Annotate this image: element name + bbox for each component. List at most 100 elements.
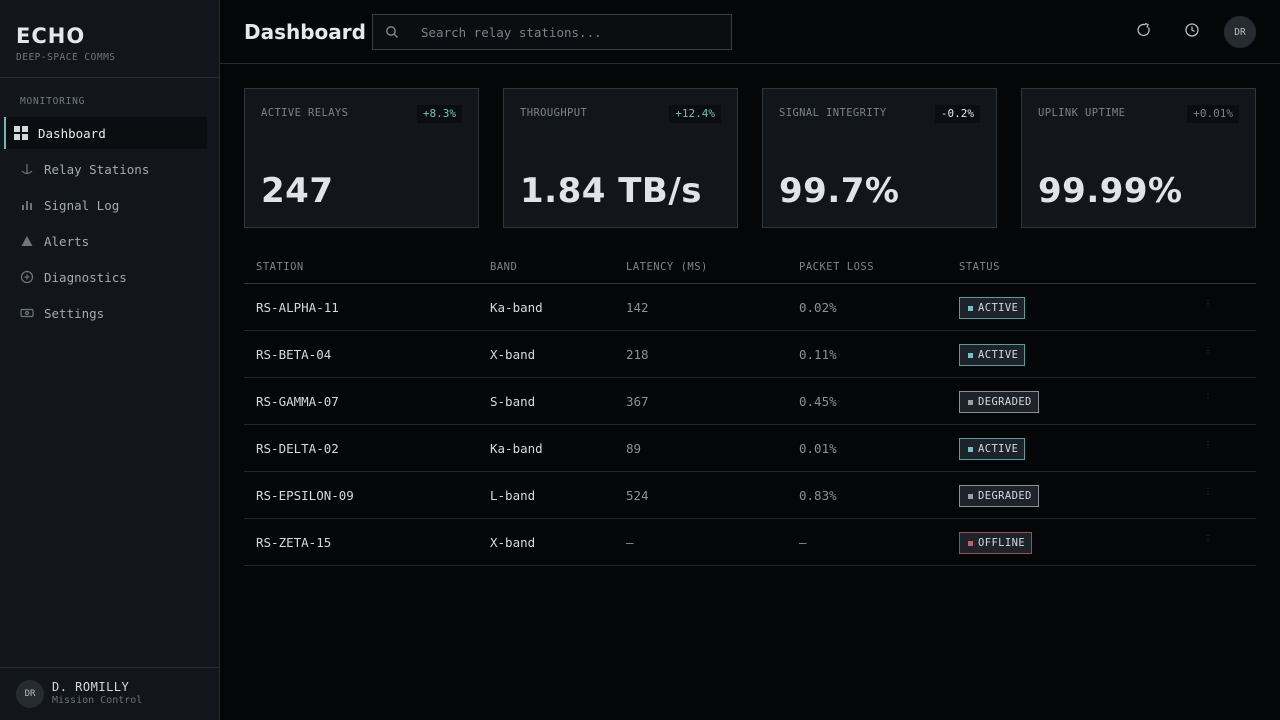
status-dot-icon [968,446,973,452]
user-role: Mission Control [52,695,143,706]
app-logo-title: ECHO [16,24,86,48]
sidebar-item-label: Relay Stations [44,161,150,177]
table-row[interactable]: RS-EPSILON-09 L-band 524 0.83% DEGRADED … [244,472,1256,519]
cell-station: RS-BETA-04 [256,347,332,362]
row-menu-icon[interactable]: ⋮ [1204,440,1212,449]
status-text: ACTIVE [978,302,1019,314]
cell-band: X-band [490,347,536,362]
row-menu-icon[interactable]: ⋮ [1204,393,1212,402]
column-header-packet-loss[interactable]: PACKET LOSS [799,261,875,273]
status-badge: DEGRADED [959,391,1039,413]
app-subtitle: DEEP-SPACE COMMS [16,52,116,63]
cell-station: RS-EPSILON-09 [256,488,354,503]
cell-band: X-band [490,535,536,550]
status-badge: DEGRADED [959,485,1039,507]
sidebar-item-dashboard[interactable]: Dashboard [4,117,207,149]
table-row[interactable]: RS-BETA-04 X-band 218 0.11% ACTIVE ⋮ [244,331,1256,378]
cell-packet-loss: 0.01% [799,441,837,456]
metric-delta: +8.3% [416,105,462,123]
cell-latency: 524 [626,488,649,503]
sidebar-item-alerts[interactable]: Alerts [4,225,207,257]
bar-chart-icon [20,198,34,212]
column-header-status[interactable]: STATUS [959,261,1000,273]
sidebar-item-settings[interactable]: Settings [4,297,207,329]
status-text: DEGRADED [978,396,1032,408]
search-icon [385,25,399,39]
metric-label: SIGNAL INTEGRITY [779,107,887,119]
cell-band: S-band [490,394,536,409]
sidebar-item-relay-stations[interactable]: Relay Stations [4,153,207,185]
table-row[interactable]: RS-GAMMA-07 S-band 367 0.45% DEGRADED ⋮ [244,378,1256,425]
status-text: DEGRADED [978,490,1032,502]
user-name: D. ROMILLY [52,680,130,694]
cell-band: L-band [490,488,536,503]
status-dot-icon [968,352,973,358]
metric-value: 99.7% [779,171,900,211]
search-bar[interactable] [372,14,732,50]
cell-latency: 367 [626,394,649,409]
metric-value: 99.99% [1038,171,1183,211]
cell-latency: 89 [626,441,642,456]
metric-card-signal-integrity: SIGNAL INTEGRITY -0.2% 99.7% [762,88,997,228]
metric-card-throughput: THROUGHPUT +12.4% 1.84 TB/s [503,88,738,228]
metric-delta: +12.4% [669,105,721,123]
sidebar-item-label: Dashboard [38,125,106,141]
sidebar-item-label: Diagnostics [44,269,127,285]
column-header-latency[interactable]: LATENCY (MS) [626,261,708,273]
search-input[interactable] [421,24,721,40]
cell-band: Ka-band [490,300,543,315]
cell-packet-loss: 0.11% [799,347,837,362]
sidebar-item-signal-log[interactable]: Signal Log [4,189,207,221]
sidebar-item-diagnostics[interactable]: Diagnostics [4,261,207,293]
history-button[interactable] [1180,20,1204,44]
sidebar-item-label: Alerts [44,233,90,249]
cell-packet-loss: 0.02% [799,300,837,315]
row-menu-icon[interactable]: ⋮ [1204,534,1212,543]
header-avatar[interactable]: DR [1224,16,1256,48]
column-header-band[interactable]: BAND [490,261,518,273]
cell-station: RS-ALPHA-11 [256,300,339,315]
cell-latency: 142 [626,300,649,315]
sidebar-item-label: Signal Log [44,197,120,213]
sidebar: ECHO DEEP-SPACE COMMS MONITORING Dashboa… [0,0,220,720]
status-dot-icon [968,305,973,311]
table-row[interactable]: RS-ALPHA-11 Ka-band 142 0.02% ACTIVE ⋮ [244,284,1256,331]
metric-value: 247 [261,171,334,211]
top-header: Dashboard DR [220,0,1280,64]
row-menu-icon[interactable]: ⋮ [1204,487,1212,496]
status-text: ACTIVE [978,443,1019,455]
antenna-icon [20,162,34,176]
refresh-icon [1136,22,1152,42]
cell-station: RS-GAMMA-07 [256,394,339,409]
warning-icon [20,234,34,248]
table-row[interactable]: RS-DELTA-02 Ka-band 89 0.01% ACTIVE ⋮ [244,425,1256,472]
metric-delta: +0.01% [1187,105,1239,123]
relay-table: STATION BAND LATENCY (MS) PACKET LOSS ST… [244,250,1256,566]
refresh-button[interactable] [1132,20,1156,44]
cell-band: Ka-band [490,441,543,456]
status-text: ACTIVE [978,349,1019,361]
row-menu-icon[interactable]: ⋮ [1204,346,1212,355]
status-badge: ACTIVE [959,344,1026,366]
table-header: STATION BAND LATENCY (MS) PACKET LOSS ST… [244,250,1256,284]
status-dot-icon [968,540,973,546]
column-header-station[interactable]: STATION [256,261,304,273]
cell-station: RS-ZETA-15 [256,535,332,550]
page-title: Dashboard [244,20,366,44]
user-profile[interactable]: DR D. ROMILLY Mission Control [0,667,219,720]
ticket-icon [20,306,34,320]
status-dot-icon [968,493,973,499]
status-text: OFFLINE [978,537,1026,549]
metric-value: 1.84 TB/s [520,171,702,211]
user-meta: D. ROMILLY Mission Control [52,681,142,707]
row-menu-icon[interactable]: ⋮ [1204,299,1212,308]
status-badge: ACTIVE [959,438,1026,460]
status-badge: ACTIVE [959,297,1026,319]
cell-packet-loss: 0.45% [799,394,837,409]
sidebar-nav: Dashboard Relay Stations Signal Log Aler… [0,117,219,333]
table-row[interactable]: RS-ZETA-15 X-band — — OFFLINE ⋮ [244,519,1256,566]
sidebar-item-label: Settings [44,305,105,321]
metric-label: ACTIVE RELAYS [261,107,349,119]
nav-section-label: MONITORING [20,96,86,107]
grid-icon [14,126,28,140]
